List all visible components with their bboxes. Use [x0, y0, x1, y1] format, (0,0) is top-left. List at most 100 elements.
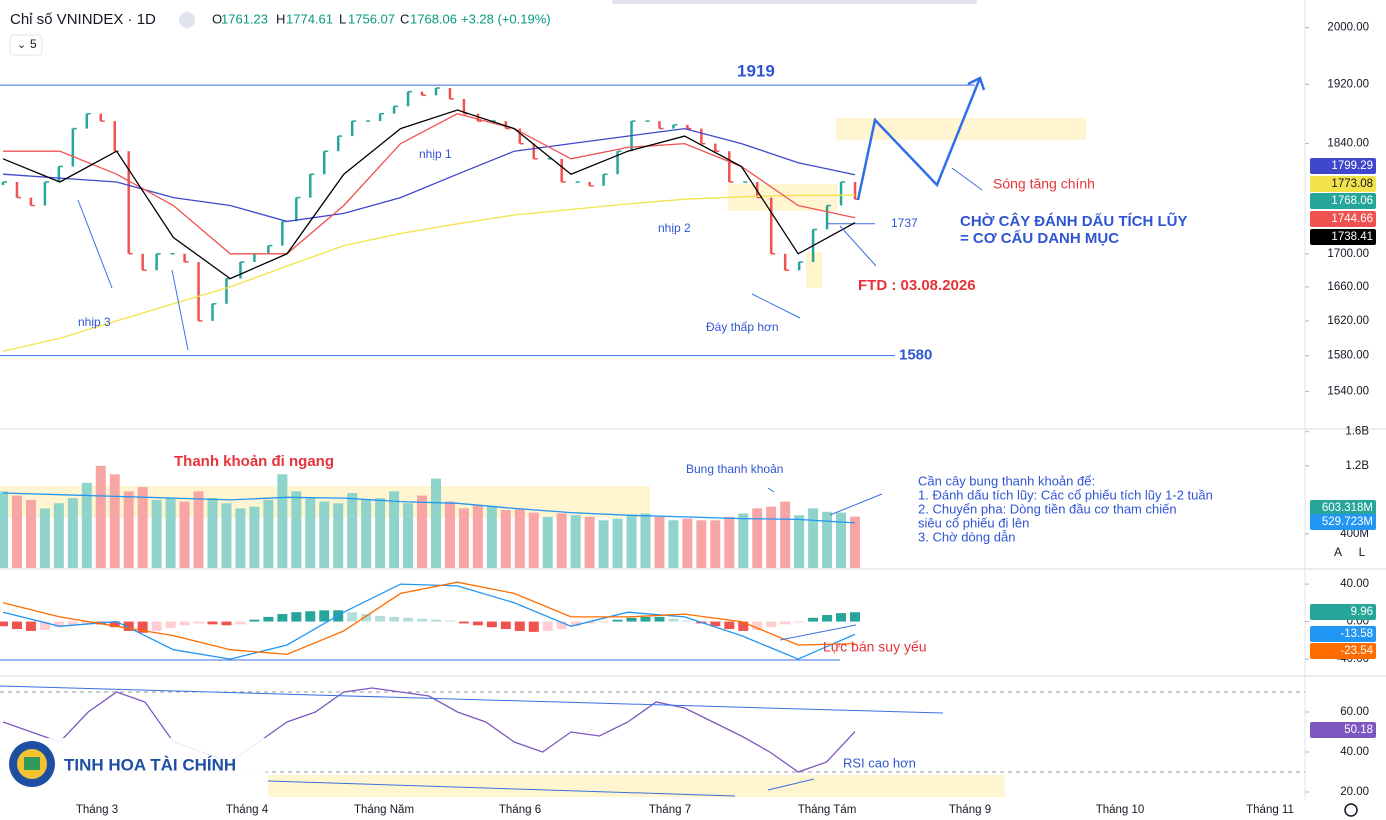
ohlc-value: 1756.07: [348, 11, 395, 26]
volume-bar: [165, 498, 176, 568]
volume-bar: [528, 512, 539, 568]
annotation: nhịp 3: [78, 315, 111, 329]
volume-bar: [53, 503, 64, 568]
histogram-bar: [444, 620, 455, 622]
histogram-bar: [291, 612, 302, 622]
volume-bar: [444, 501, 455, 568]
y-tick-label: 1920.00: [1327, 78, 1369, 90]
scale-button[interactable]: A: [1334, 545, 1342, 559]
x-tick-label: Tháng 6: [499, 804, 541, 816]
ohlc-value: 1761.23: [221, 11, 268, 26]
x-tick-label: Tháng 7: [649, 804, 691, 816]
histogram-bar: [305, 611, 316, 622]
volume-bar: [389, 491, 400, 568]
trend-arrow: [951, 167, 983, 191]
volume-bar: [738, 513, 749, 568]
histogram-bar: [207, 621, 218, 625]
histogram-bar: [584, 621, 595, 624]
last-value-label: 1768.06: [1331, 195, 1373, 207]
volume-bar: [724, 516, 735, 568]
histogram-bar: [39, 621, 50, 630]
y-tick-label: 1620.00: [1327, 315, 1369, 327]
y-tick-label: 1700.00: [1327, 248, 1369, 260]
volume-bar: [81, 482, 92, 568]
volume-bar: [333, 503, 344, 568]
series-line: [2, 127, 856, 223]
histogram-bar: [193, 621, 204, 624]
settings-button[interactable]: [1344, 803, 1358, 817]
annotation: Lực bán suy yếu: [823, 639, 927, 655]
trend-arrow: [767, 778, 815, 791]
histogram-bar: [794, 621, 805, 623]
histogram-bar: [766, 621, 777, 628]
volume-bar: [95, 465, 106, 568]
note-line: Cần cây bung thanh khoản để:: [918, 473, 1095, 488]
volume-bar: [25, 499, 36, 568]
histogram-bar: [626, 617, 637, 622]
volume-bar: [361, 499, 372, 568]
volume-bar: [696, 520, 707, 568]
volume-bar: [221, 503, 232, 568]
volume-bar: [766, 506, 777, 568]
y-tick-label: 2000.00: [1327, 22, 1369, 34]
histogram-bar: [25, 621, 36, 631]
indicator-toggle[interactable]: [9, 34, 43, 56]
histogram-bar: [808, 617, 819, 622]
trend-line: [267, 780, 736, 797]
volume-bar: [67, 498, 78, 568]
series-line: [3, 113, 856, 255]
annotation: CHỜ CÂY ĐÁNH DẤU TÍCH LŨY: [960, 212, 1188, 230]
x-tick-label: Tháng Năm: [354, 804, 414, 816]
y-tick-label: 1540.00: [1327, 385, 1369, 397]
volume-bar: [417, 495, 428, 568]
volume-bar: [654, 516, 665, 568]
trend-arrow: [171, 269, 189, 351]
volume-bar: [458, 508, 469, 568]
x-tick-label: Tháng 10: [1096, 804, 1145, 816]
histogram-bar: [668, 618, 679, 622]
histogram-bar: [542, 621, 553, 631]
last-value-badge: [1310, 500, 1376, 516]
scale-button[interactable]: L: [1359, 545, 1366, 559]
volume-bar: [305, 498, 316, 568]
note-line: 2. Chuyển pha: Dòng tiền đầu cơ tham chi…: [918, 501, 1177, 516]
volume-bar: [612, 518, 623, 568]
annotation: Sóng tăng chính: [993, 176, 1095, 192]
histogram-bar: [81, 621, 92, 624]
forecast-path: [856, 76, 986, 201]
trend-arrow: [839, 225, 877, 267]
level-label: 1580: [899, 347, 932, 364]
volume-bar: [291, 491, 302, 568]
last-value-badge: [1310, 626, 1376, 642]
trend-line: [0, 685, 944, 714]
volume-bar: [822, 511, 833, 568]
last-value-badge: [1310, 229, 1376, 245]
volume-bar: [682, 518, 693, 568]
histogram-bar: [67, 621, 78, 626]
chart-title: Chỉ số VNINDEX · 1D: [10, 11, 156, 28]
histogram-bar: [179, 621, 190, 626]
annotation: = CƠ CẤU DANH MỤC: [960, 230, 1119, 247]
volume-bar: [11, 495, 22, 568]
histogram-bar: [151, 621, 162, 631]
ohlc-value: 1768.06: [410, 11, 457, 26]
y-tick-label: 20.00: [1340, 786, 1369, 798]
annotation: FTD : 03.08.2026: [858, 277, 976, 294]
series-line: [2, 583, 856, 660]
volume-bar: [780, 501, 791, 568]
y-tick-label: 1840.00: [1327, 138, 1369, 150]
histogram-bar: [850, 612, 860, 622]
last-value-badge: [1310, 514, 1376, 530]
histogram-bar: [361, 614, 372, 622]
level-label: 1737: [891, 216, 918, 230]
last-value-label: 603.318M: [1322, 502, 1373, 514]
histogram-bar: [752, 621, 763, 630]
volume-bar: [598, 520, 609, 568]
series-line: [2, 109, 856, 280]
series-line: [2, 581, 856, 656]
note-line: 3. Chờ dòng dẫn: [918, 529, 1015, 544]
volume-bar: [752, 508, 763, 568]
x-tick-label: Tháng 4: [226, 804, 269, 816]
histogram-bar: [165, 621, 176, 629]
histogram-bar: [598, 621, 609, 623]
